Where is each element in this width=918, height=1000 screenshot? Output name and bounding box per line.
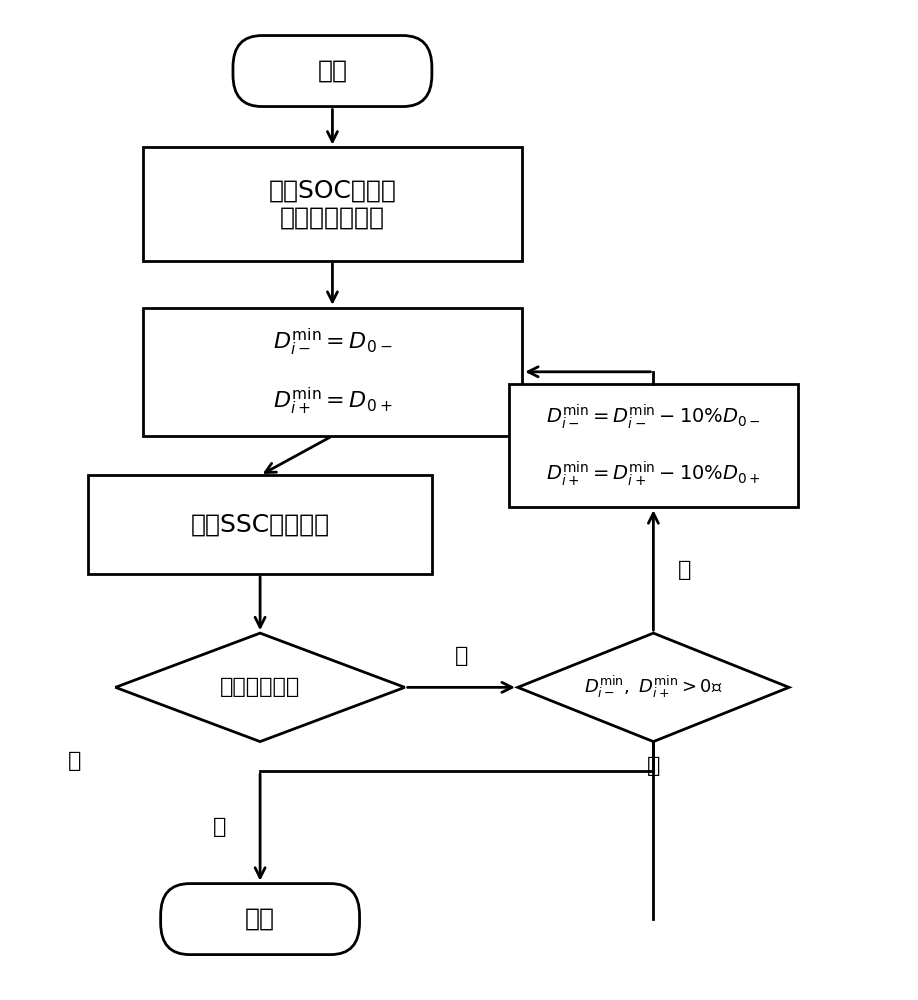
Text: 更新SOC和累计
充放电持续时间: 更新SOC和累计 充放电持续时间 bbox=[268, 178, 397, 230]
FancyBboxPatch shape bbox=[161, 884, 360, 955]
Polygon shape bbox=[518, 633, 789, 742]
Text: $D_{i-}^{\rm min}=D_{0-}$: $D_{i-}^{\rm min}=D_{0-}$ bbox=[273, 327, 392, 358]
Text: 获得可行解？: 获得可行解？ bbox=[220, 677, 300, 697]
Text: $D_{i+}^{\rm min}=D_{i+}^{\rm min}-10\%D_{0+}$: $D_{i+}^{\rm min}=D_{i+}^{\rm min}-10\%D… bbox=[546, 459, 761, 488]
Text: 是: 是 bbox=[678, 560, 692, 580]
Text: $D_{i-}^{\rm min},\ D_{i+}^{\rm min}>0$？: $D_{i-}^{\rm min},\ D_{i+}^{\rm min}>0$？ bbox=[584, 674, 722, 700]
Text: 求解SSC优化模型: 求解SSC优化模型 bbox=[191, 513, 330, 537]
Text: 是: 是 bbox=[68, 751, 82, 771]
Polygon shape bbox=[116, 633, 405, 742]
Text: 否: 否 bbox=[646, 756, 660, 776]
FancyBboxPatch shape bbox=[233, 36, 431, 107]
Text: 否: 否 bbox=[454, 646, 468, 666]
Text: $D_{i+}^{\rm min}=D_{0+}$: $D_{i+}^{\rm min}=D_{0+}$ bbox=[273, 386, 392, 417]
Bar bbox=[142, 308, 522, 436]
Text: 是: 是 bbox=[213, 817, 226, 837]
Text: 开始: 开始 bbox=[318, 59, 347, 83]
Bar bbox=[88, 475, 431, 574]
Text: $D_{i-}^{\rm min}=D_{i-}^{\rm min}-10\%D_{0-}$: $D_{i-}^{\rm min}=D_{i-}^{\rm min}-10\%D… bbox=[546, 402, 761, 431]
Text: 返回: 返回 bbox=[245, 907, 275, 931]
Bar bbox=[142, 147, 522, 261]
Bar bbox=[509, 384, 798, 507]
